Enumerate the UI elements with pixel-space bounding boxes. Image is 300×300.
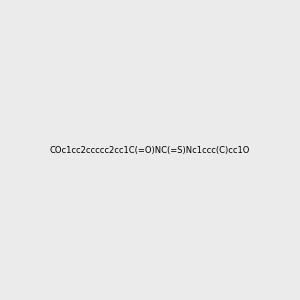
Text: COc1cc2ccccc2cc1C(=O)NC(=S)Nc1ccc(C)cc1O: COc1cc2ccccc2cc1C(=O)NC(=S)Nc1ccc(C)cc1O bbox=[50, 146, 250, 154]
